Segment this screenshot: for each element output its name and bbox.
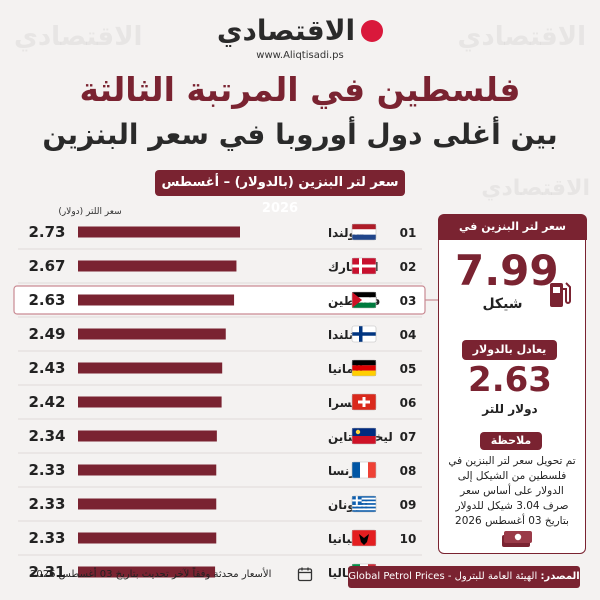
bar	[78, 362, 223, 374]
rank-label: 07	[400, 430, 417, 444]
bar	[78, 532, 217, 544]
rank-label: 05	[400, 362, 417, 376]
value-label: 2.33	[28, 495, 65, 513]
update-note: الأسعار محدثة وفقاً لآخر تحديث بتاريخ 03…	[30, 569, 272, 580]
greece-flag-icon	[351, 495, 377, 513]
liechtenstein-flag-icon	[351, 427, 377, 445]
bar	[78, 566, 216, 578]
source-text: الهيئة العامة للبترول - Global Petrol Pr…	[348, 571, 538, 582]
panel-header: سعر لتر البنزين في فلسطين	[438, 214, 587, 259]
watermark: الاقتصادي	[457, 22, 586, 52]
value-label: 2.67	[28, 257, 65, 275]
calendar-icon	[297, 567, 313, 582]
note-text: تم تحويل سعر لتر البنزين في فلسطين من ال…	[448, 455, 576, 527]
bar	[78, 260, 237, 272]
value-label: 2.31	[28, 563, 65, 581]
source-label: المصدر:	[540, 571, 580, 582]
value-axis-label: سعر اللتر (دولار)	[58, 207, 121, 217]
netherlands-flag-icon	[351, 223, 377, 241]
value-label: 2.43	[28, 359, 65, 377]
fuel-pump-icon	[550, 282, 571, 307]
rank-label: 01	[400, 226, 417, 240]
bar	[78, 294, 235, 306]
palestine-price-panel	[438, 216, 586, 554]
usd-label: يعادل بالدولار	[462, 340, 557, 360]
bar	[78, 226, 240, 238]
denmark-flag-icon	[351, 257, 377, 275]
finland-flag-icon	[351, 325, 377, 343]
albania-flag-icon	[351, 529, 377, 547]
value-label: 2.63	[28, 291, 65, 309]
germany-flag-icon	[351, 359, 377, 377]
rank-label: 04	[400, 328, 417, 342]
page-title: فلسطين في المرتبة الثالثة	[79, 70, 521, 109]
value-label: 2.73	[28, 223, 65, 241]
site-url: www.Aliqtisadi.ps	[256, 50, 344, 61]
france-flag-icon	[351, 461, 377, 479]
bar	[78, 396, 222, 408]
bar	[78, 498, 217, 510]
value-label: 2.33	[28, 461, 65, 479]
source-bar: المصدر: الهيئة العامة للبترول - Global P…	[348, 566, 580, 588]
page-subtitle: بين أغلى دول أوروبا في سعر البنزين	[42, 118, 558, 151]
bar	[78, 430, 217, 442]
value-label: 2.33	[28, 529, 65, 547]
value-label: 2.49	[28, 325, 65, 343]
watermark: الاقتصادي	[481, 176, 590, 201]
price-usd: 2.63	[468, 360, 552, 400]
value-label: 2.42	[28, 393, 65, 411]
price-unit: شيكل	[482, 296, 523, 312]
watermark: الاقتصادي	[14, 22, 143, 52]
rank-label: 02	[400, 260, 417, 274]
bar	[78, 328, 226, 340]
price-shekel: 7.99	[455, 246, 559, 295]
rank-label: 03	[400, 294, 417, 308]
bar	[78, 464, 217, 476]
palestine-flag-icon	[351, 291, 377, 309]
brand-logo: الاقتصادي	[0, 14, 600, 47]
money-stack-icon	[502, 531, 532, 547]
value-label: 2.34	[28, 427, 65, 445]
brand-mark-icon	[361, 19, 384, 42]
rank-label: 08	[400, 464, 417, 478]
usd-unit: دولار للتر	[482, 402, 538, 416]
note-label: ملاحظة	[480, 432, 542, 450]
rank-label: 06	[400, 396, 417, 410]
logo-text: الاقتصادي	[216, 14, 356, 47]
chart-subtitle: سعر لتر البنزين (بالدولار) – أغسطس 2026	[155, 170, 405, 216]
rank-label: 10	[400, 532, 417, 546]
switzerland-flag-icon	[351, 393, 377, 411]
rank-label: 09	[400, 498, 417, 512]
